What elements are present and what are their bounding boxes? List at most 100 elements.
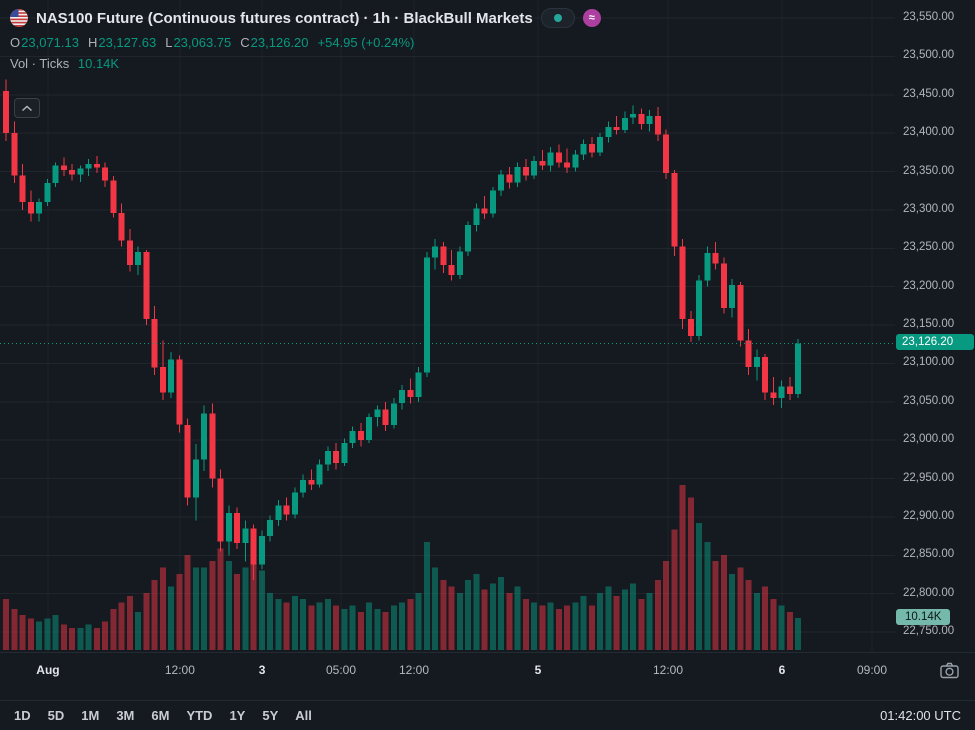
- volume-bar: [712, 561, 719, 650]
- volume-bar: [267, 592, 273, 650]
- volume-bar: [514, 586, 521, 650]
- volume-bar: [374, 608, 381, 651]
- symbol-title[interactable]: NAS100 Future (Continuous futures contra…: [36, 9, 533, 27]
- ohlc-row[interactable]: O23,071.13 H23,127.63 L23,063.75 C23,126…: [10, 35, 601, 50]
- volume-bar: [564, 605, 570, 650]
- candle-body: [250, 528, 257, 565]
- volume-bar: [85, 624, 92, 650]
- candle-body: [720, 263, 727, 309]
- candle-body: [770, 392, 777, 398]
- open-value: O23,071.13: [10, 35, 79, 50]
- volume-bar: [572, 602, 579, 650]
- volume-bar: [720, 554, 727, 650]
- candle-body: [498, 174, 504, 191]
- volume-bar: [19, 615, 26, 650]
- volume-bar: [555, 608, 562, 651]
- candle-body: [712, 252, 719, 264]
- candle-body: [341, 443, 348, 464]
- volume-bar: [60, 624, 67, 650]
- candle-body: [638, 113, 645, 124]
- time-axis-label[interactable]: Aug: [36, 663, 60, 677]
- candle-body: [110, 180, 117, 213]
- collapse-legend-button[interactable]: [14, 98, 40, 118]
- time-axis-label[interactable]: 5: [534, 663, 542, 677]
- volume-bar: [687, 497, 694, 650]
- price-axis-label: 23,050.00: [903, 394, 955, 407]
- time-axis-label[interactable]: 09:00: [856, 663, 887, 677]
- candle-body: [555, 152, 562, 163]
- candle-body: [225, 513, 232, 542]
- volume-bar: [258, 570, 265, 650]
- range-button-ytd[interactable]: YTD: [186, 708, 213, 723]
- candle-body: [118, 212, 125, 241]
- candle-body: [687, 318, 694, 336]
- price-axis-label: 23,400.00: [903, 126, 955, 139]
- price-axis-label: 23,450.00: [903, 87, 955, 100]
- range-button-5d[interactable]: 5D: [47, 708, 65, 723]
- candle-body: [390, 403, 397, 425]
- clock-utc[interactable]: 01:42:00 UTC: [880, 708, 961, 723]
- volume-bar: [217, 548, 224, 650]
- market-status-pill[interactable]: [540, 8, 575, 28]
- range-button-1y[interactable]: 1Y: [229, 708, 246, 723]
- volume-bar: [621, 589, 628, 650]
- symbol-title-row[interactable]: NAS100 Future (Continuous futures contra…: [10, 8, 601, 28]
- volume-bar: [27, 618, 34, 650]
- range-button-5y[interactable]: 5Y: [262, 708, 279, 723]
- candle-body: [621, 117, 628, 131]
- volume-bar: [432, 567, 438, 650]
- candle-body: [580, 143, 587, 155]
- candle-body: [481, 208, 488, 214]
- range-button-1m[interactable]: 1M: [81, 708, 100, 723]
- candle-body: [102, 167, 108, 181]
- candle-body: [795, 343, 801, 395]
- price-chart[interactable]: [0, 0, 895, 652]
- camera-icon[interactable]: [940, 662, 959, 682]
- volume-bar: [316, 602, 323, 650]
- candle-body: [349, 430, 356, 444]
- provider-badge-icon[interactable]: ≈: [582, 9, 601, 27]
- candle-body: [671, 173, 678, 247]
- volume-row[interactable]: Vol · Ticks 10.14K: [10, 56, 601, 71]
- price-axis[interactable]: 23,126.20 10.14K 23,550.00 23,500.00 23,45…: [895, 0, 975, 652]
- time-axis-label[interactable]: 6: [778, 663, 786, 677]
- chevron-up-icon: [22, 104, 32, 111]
- close-value: C23,126.20: [240, 35, 309, 50]
- volume-bar: [201, 567, 207, 650]
- candle-body: [547, 152, 554, 166]
- candle-body: [308, 480, 315, 485]
- candle-body: [588, 143, 595, 153]
- time-axis-label[interactable]: 12:00: [399, 663, 430, 677]
- volume-bar: [234, 573, 240, 650]
- range-button-1d[interactable]: 1D: [14, 708, 31, 723]
- volume-bar: [696, 523, 702, 650]
- candle-body: [291, 492, 298, 515]
- candle-body: [69, 170, 75, 175]
- price-axis-label: 23,350.00: [903, 164, 955, 177]
- candle-body: [663, 134, 669, 174]
- range-button-3m[interactable]: 3M: [116, 708, 135, 723]
- time-axis[interactable]: Aug 12:00 3 05:00 12:00 5 12:00 6 09:00: [0, 652, 975, 700]
- range-button-6m[interactable]: 6M: [151, 708, 170, 723]
- volume-bar: [118, 602, 125, 650]
- time-axis-label[interactable]: 05:00: [325, 663, 356, 677]
- time-axis-label[interactable]: 12:00: [164, 663, 195, 677]
- candle-body: [135, 252, 141, 266]
- price-axis-label: 23,550.00: [903, 11, 955, 23]
- volume-bar: [209, 561, 216, 650]
- time-axis-label[interactable]: 12:00: [653, 663, 684, 677]
- candle-body: [786, 386, 793, 395]
- candle-body: [168, 359, 174, 393]
- range-button-all[interactable]: All: [295, 708, 312, 723]
- volume-bar: [3, 599, 9, 650]
- candle-body: [605, 127, 612, 137]
- candle-body: [564, 162, 570, 168]
- volume-bar: [795, 617, 801, 650]
- volume-bar: [498, 577, 504, 650]
- volume-bar: [349, 605, 356, 650]
- candle-body: [522, 166, 529, 176]
- time-axis-label[interactable]: 3: [258, 663, 266, 677]
- candle-body: [399, 390, 405, 404]
- change-value: +54.95 (+0.24%): [317, 35, 415, 50]
- volume-bar: [77, 627, 84, 650]
